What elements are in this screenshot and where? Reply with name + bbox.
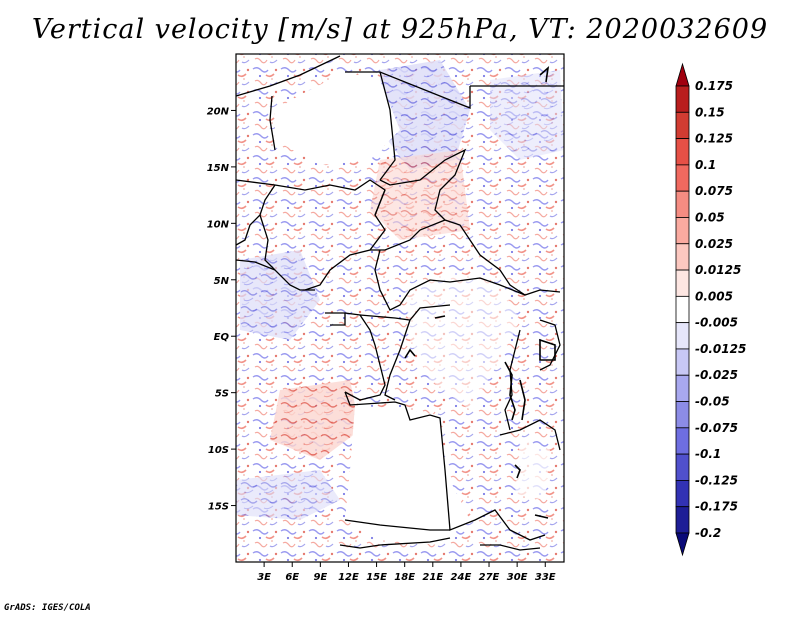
colorbar-box xyxy=(675,401,690,429)
colorbar-box xyxy=(675,374,690,402)
colorbar-label: 0.025 xyxy=(695,237,733,251)
lat-tick-label: 10S xyxy=(208,445,229,456)
longitude-axis: 3E 6E 9E 12E 15E 18E 21E 24E 27E 30E 33E xyxy=(257,562,556,583)
colorbar-box xyxy=(675,164,690,192)
colorbar-arrow-top xyxy=(675,62,690,87)
lon-tick-label: 9E xyxy=(313,572,327,583)
lat-tick-label: 20N xyxy=(207,106,230,117)
colorbar-box xyxy=(675,322,690,350)
colorbar-label: -0.05 xyxy=(695,395,730,409)
colorbar-label: 0.175 xyxy=(695,79,733,93)
latitude-axis: 20N 15N 10N 5N EQ 5S 10S 15S xyxy=(207,106,236,513)
lon-tick-label: 27E xyxy=(479,572,500,583)
lon-tick-label: 18E xyxy=(394,572,415,583)
colorbar-label: -0.025 xyxy=(695,368,738,382)
colorbar-label: -0.175 xyxy=(695,500,738,514)
lat-tick-label: 15S xyxy=(208,502,229,513)
colorbar-box xyxy=(675,427,690,455)
lat-tick-label: 15N xyxy=(207,163,230,174)
lat-tick-label: 5S xyxy=(215,389,229,400)
vertical-velocity-field xyxy=(236,54,564,562)
lat-tick-label: 5N xyxy=(214,276,230,287)
lakes xyxy=(404,65,556,519)
lon-tick-label: 6E xyxy=(285,572,299,583)
colorbar-label: 0.0125 xyxy=(695,263,741,277)
colorbar-box xyxy=(675,506,690,534)
colorbar-label: 0.05 xyxy=(695,210,725,224)
colorbar-label: -0.005 xyxy=(695,316,738,330)
colorbar-box xyxy=(675,348,690,376)
lon-tick-label: 21E xyxy=(422,572,443,583)
lon-tick-label: 30E xyxy=(507,572,528,583)
colorbar-label: 0.075 xyxy=(695,184,733,198)
map-frame xyxy=(235,53,565,563)
colorbar-box xyxy=(675,138,690,166)
colorbar-box xyxy=(675,453,690,481)
colorbar-label: -0.075 xyxy=(695,421,738,435)
colorbar-label: -0.2 xyxy=(695,526,721,540)
map-title: Vertical velocity [m/s] at 925hPa, VT: 2… xyxy=(31,14,769,45)
colorbar: 0.175 0.15 0.125 0.1 0.075 0.05 0.025 0.0125 0.0… xyxy=(675,62,746,557)
colorbar-label: -0.125 xyxy=(695,473,738,487)
colorbar-label: 0.15 xyxy=(695,105,725,119)
colorbar-box xyxy=(675,111,690,139)
lon-tick-label: 24E xyxy=(451,572,472,583)
colorbar-box xyxy=(675,243,690,271)
grads-credit: GrADS: IGES/COLA xyxy=(4,603,91,613)
country-borders xyxy=(236,55,564,551)
colorbar-label: 0.005 xyxy=(695,289,733,303)
colorbar-label: 0.125 xyxy=(695,132,733,146)
colorbar-box xyxy=(675,269,690,297)
colorbar-label: -0.1 xyxy=(695,447,721,461)
colorbar-label: -0.0125 xyxy=(695,342,746,356)
lon-tick-label: 15E xyxy=(366,572,387,583)
colorbar-box xyxy=(675,480,690,508)
lat-tick-label: EQ xyxy=(214,332,230,343)
colorbar-label: 0.1 xyxy=(695,158,716,172)
lat-tick-label: 10N xyxy=(207,219,230,230)
colorbar-box xyxy=(675,85,690,113)
lon-tick-label: 3E xyxy=(257,572,271,583)
lon-tick-label: 12E xyxy=(338,572,359,583)
lon-tick-label: 33E xyxy=(535,572,556,583)
colorbar-box xyxy=(675,295,690,324)
colorbar-arrow-bottom xyxy=(675,532,690,557)
colorbar-box xyxy=(675,217,690,245)
colorbar-box xyxy=(675,190,690,218)
